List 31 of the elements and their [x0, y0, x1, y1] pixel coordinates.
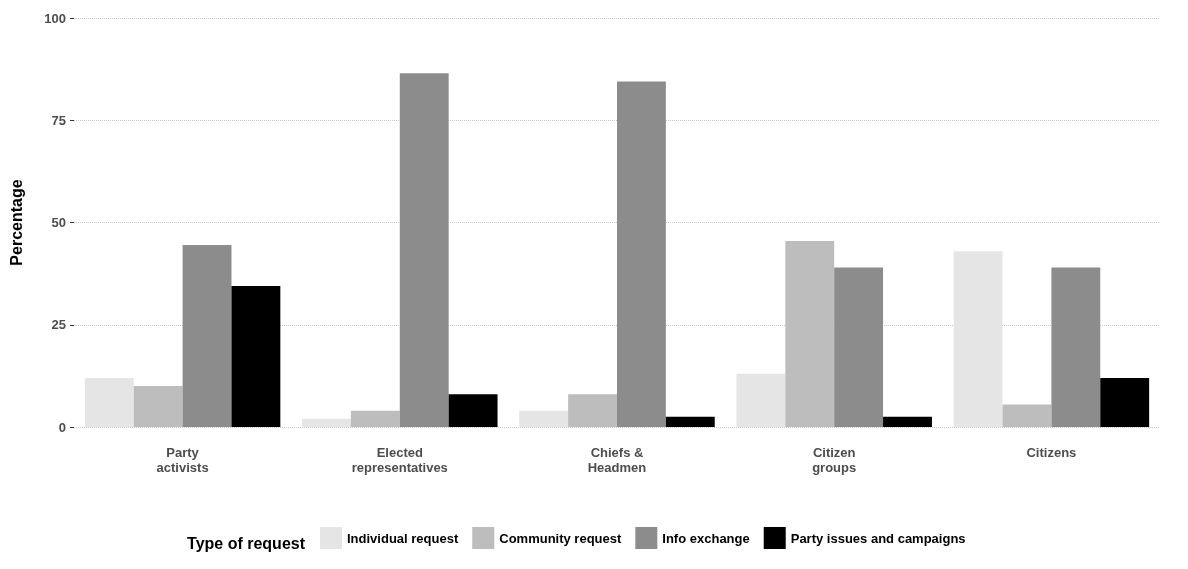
x-tick-label: Citizens: [1026, 445, 1077, 460]
legend-title: Type of request: [187, 534, 306, 552]
bar: [399, 73, 449, 427]
legend-label: Individual request: [347, 530, 459, 546]
y-tick-label: 100: [44, 10, 66, 26]
legend-label: Info exchange: [662, 530, 750, 546]
bar: [84, 377, 134, 427]
legend-label: Community request: [499, 530, 622, 546]
x-tick-label: Party activists: [156, 445, 209, 475]
bar: [182, 245, 232, 427]
y-tick-label: 0: [58, 419, 66, 435]
bar: [736, 373, 786, 427]
bar: [448, 394, 498, 427]
bar: [953, 251, 1003, 427]
bar: [834, 267, 884, 427]
x-tick-label: Elected representatives: [351, 445, 448, 475]
y-tick-label: 75: [51, 112, 66, 128]
bar: [519, 410, 569, 427]
bar: [883, 416, 932, 427]
y-tick-label: 25: [51, 317, 66, 333]
y-tick-label: 50: [51, 215, 66, 230]
bar: [665, 416, 715, 427]
bar: [617, 81, 666, 427]
bar: [302, 418, 351, 427]
x-tick-label: Chiefs & Headmen: [587, 445, 647, 475]
bar: [1051, 267, 1101, 427]
bar: [1100, 377, 1150, 427]
y-axis-title: Percentage: [7, 179, 25, 266]
bar: [231, 285, 281, 427]
legend-label: Party issues and campaigns: [790, 530, 966, 546]
x-tick-label: Citizen groups: [812, 445, 857, 475]
